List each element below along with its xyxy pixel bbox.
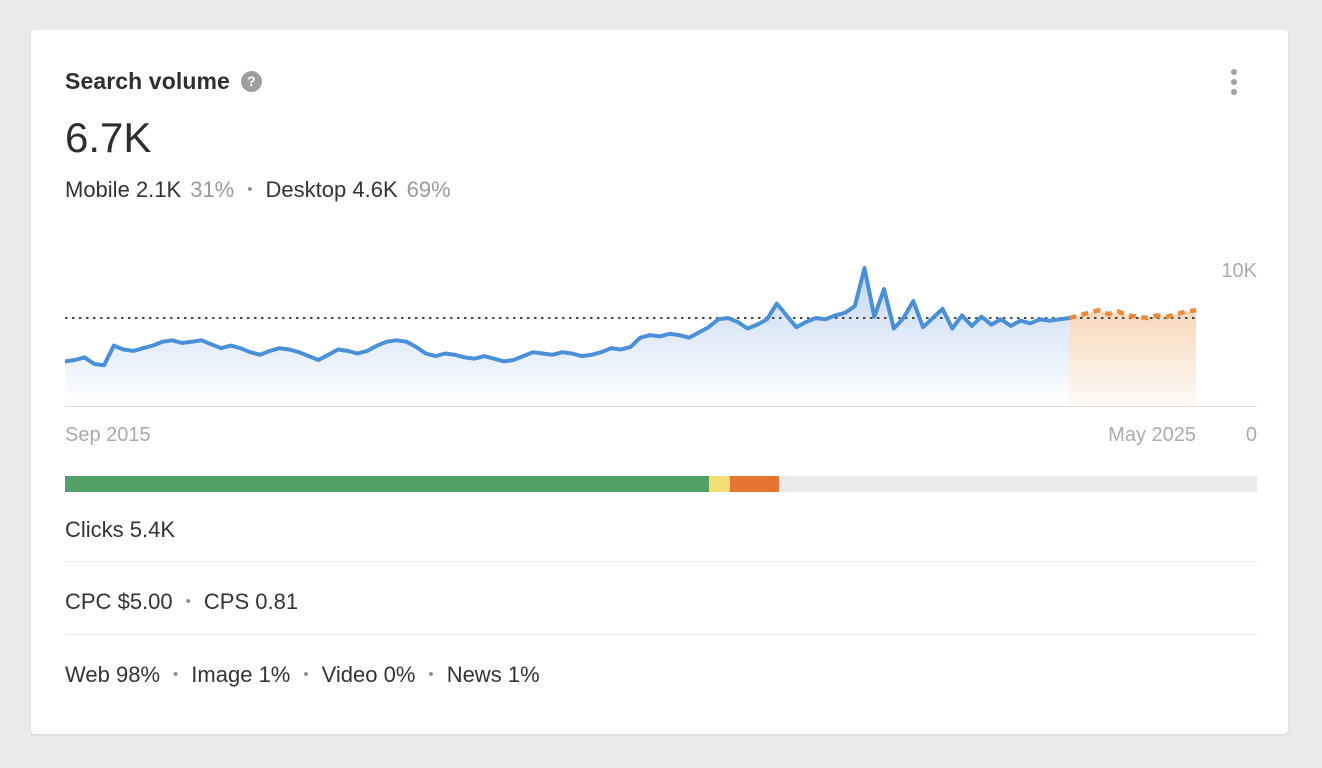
historical-line <box>65 266 1072 368</box>
bullet-separator-icon: • <box>247 181 253 198</box>
cpc-cps-row: CPC $5.00 • CPS 0.81 <box>65 562 1257 635</box>
x-axis-labels: Sep 2015 May 2025 0 <box>65 424 1257 448</box>
clicks-stat: Clicks 5.4K <box>65 517 176 542</box>
organic-and-paid-clicks-segment[interactable] <box>708 476 731 492</box>
help-icon[interactable]: ? <box>240 70 262 92</box>
search-volume-card: Search volume ? 6.7K Mobile 2.1K 31% • D… <box>31 30 1288 734</box>
mobile-percent: 31% <box>190 177 235 202</box>
y-axis-min-label: 0 <box>1245 424 1257 446</box>
video-stat: Video 0% <box>321 662 416 687</box>
historical-area <box>65 268 1070 406</box>
desktop-percent: 69% <box>406 177 451 202</box>
desktop-stat: Desktop 4.6K <box>265 177 398 202</box>
bullet-separator-icon: • <box>303 666 309 683</box>
search-volume-chart[interactable]: 10K <box>65 249 1257 407</box>
no-clicks-segment[interactable] <box>778 476 1257 492</box>
serp-types-row: Web 98% • Image 1% • Video 0% • News 1% <box>65 635 1257 689</box>
card-title: Search volume <box>65 67 230 94</box>
bullet-separator-icon: • <box>185 593 191 610</box>
forecast-dashed-line <box>1068 307 1197 321</box>
cps-stat: CPS 0.81 <box>203 589 299 614</box>
clicks-row: Clicks 5.4K <box>65 492 1257 562</box>
y-axis-max-label: 10K <box>1221 260 1257 282</box>
bullet-separator-icon: • <box>428 666 434 683</box>
x-axis-end-label: May 2025 <box>1108 424 1196 446</box>
chart-canvas[interactable] <box>65 249 1257 407</box>
organic-clicks-segment[interactable] <box>65 476 709 492</box>
web-stat: Web 98% <box>65 662 161 687</box>
device-breakdown: Mobile 2.1K 31% • Desktop 4.6K 69% <box>65 176 1257 204</box>
bullet-separator-icon: • <box>173 666 179 683</box>
news-stat: News 1% <box>446 662 540 687</box>
card-header: Search volume ? <box>65 67 1257 96</box>
clicks-distribution-bar <box>65 476 1257 492</box>
kebab-menu-icon[interactable] <box>1225 68 1243 96</box>
x-axis-start-label: Sep 2015 <box>65 424 151 446</box>
paid-clicks-segment[interactable] <box>730 476 779 492</box>
mobile-stat: Mobile 2.1K <box>65 177 182 202</box>
search-volume-value: 6.7K <box>65 114 152 161</box>
cpc-stat: CPC $5.00 <box>65 589 173 614</box>
image-stat: Image 1% <box>191 662 291 687</box>
forecast-area <box>1069 310 1196 406</box>
